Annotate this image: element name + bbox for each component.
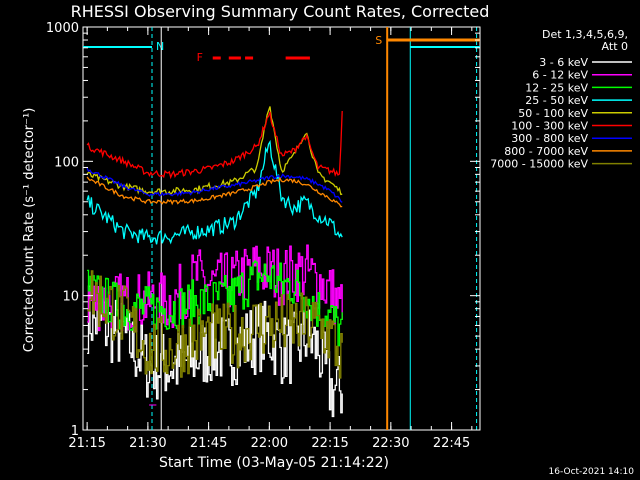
legend-label: 7000 - 15000 keV [490, 158, 588, 171]
legend-label: 25 - 50 keV [525, 94, 588, 107]
x-tick-label: 21:30 [129, 436, 166, 451]
flag-overlay: N S F [83, 27, 480, 430]
legend-label: 100 - 300 keV [511, 120, 588, 133]
series-line-12-25-keV [87, 260, 343, 347]
series-line-300-800-keV [86, 167, 343, 203]
y-tick-label: 1000 [46, 21, 79, 36]
legend-label: 3 - 6 keV [539, 56, 588, 69]
legend-label: 300 - 800 keV [511, 132, 588, 145]
x-tick-label: 22:45 [433, 436, 470, 451]
series-group [86, 106, 343, 418]
saa-flag-label: S [375, 34, 382, 47]
timestamp: 16-Oct-2021 14:10 [549, 467, 635, 477]
plot-frame [82, 26, 481, 431]
series-line-50-100-keV [86, 106, 343, 196]
series-line-100-300-keV [86, 110, 343, 180]
legend-label: 800 - 7000 keV [504, 145, 588, 158]
series-line-7000-15000-keV [87, 270, 343, 379]
x-tick-label: 22:15 [311, 436, 348, 451]
legend-label: 50 - 100 keV [518, 107, 588, 120]
y-tick-label: 10 [62, 290, 79, 305]
chart-title: RHESSI Observing Summary Count Rates, Co… [71, 2, 490, 21]
x-axis-label: Start Time (03-May-05 21:14:22) [159, 455, 389, 471]
x-tick-label: 21:45 [190, 436, 227, 451]
y-tick-label: 100 [54, 155, 79, 170]
series-line-800-7000-keV [86, 176, 343, 208]
axis-ticks: 21:15 21:30 21:45 22:00 22:15 22:30 22:45 1 10 10… [46, 21, 480, 451]
series-line-25-50-keV [86, 139, 343, 245]
legend-header-attenuator: Att 0 [602, 40, 628, 53]
x-tick-label: 22:00 [251, 436, 288, 451]
x-tick-label: 21:15 [68, 436, 105, 451]
legend-header-detectors: Det 1,3,4,5,6,9, [542, 28, 628, 41]
legend-label: 12 - 25 keV [525, 81, 588, 94]
y-axis-label: Corrected Count Rate (s⁻¹ detector⁻¹) [22, 108, 37, 353]
flare-flag-label: F [197, 51, 203, 64]
x-tick-label: 22:30 [372, 436, 409, 451]
legend-label: 6 - 12 keV [532, 69, 588, 82]
night-flag-label: N [156, 40, 164, 53]
y-tick-label: 1 [71, 424, 79, 439]
